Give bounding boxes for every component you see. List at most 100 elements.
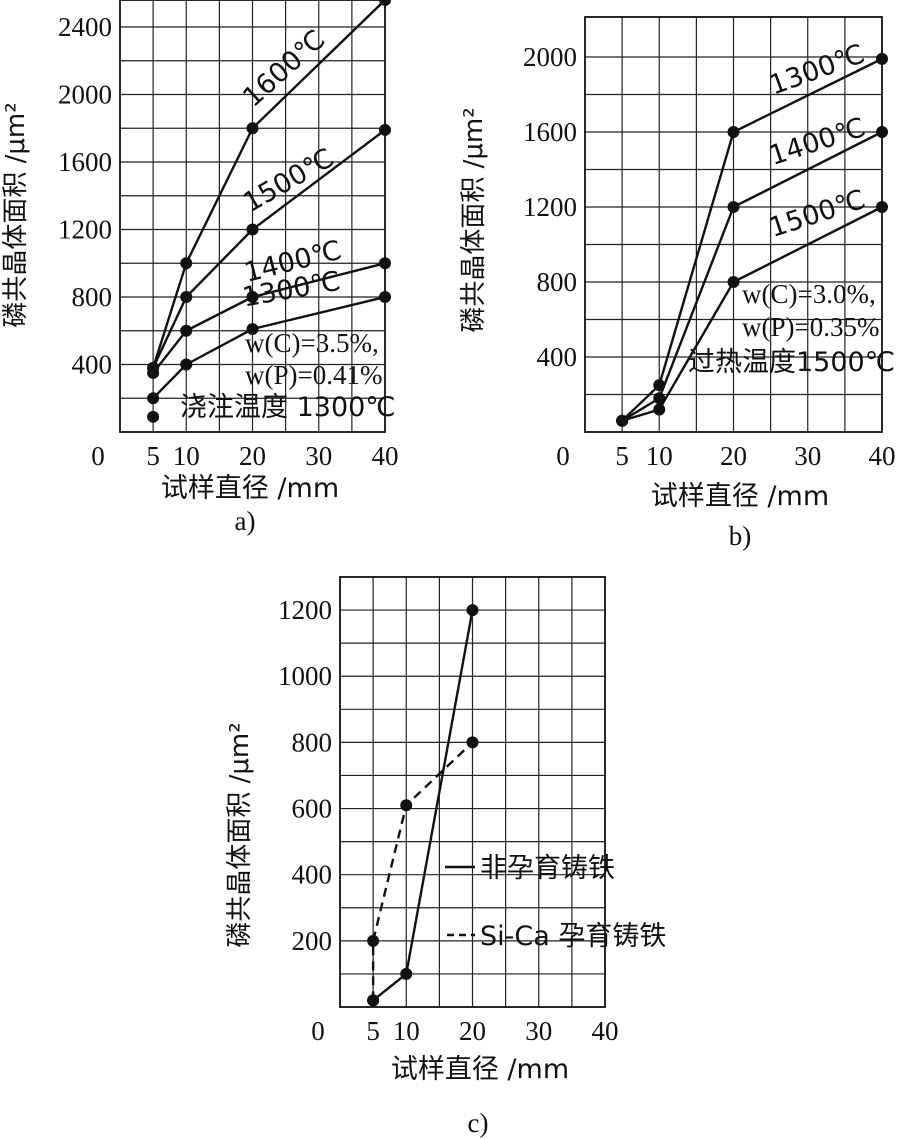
annotation-text: w(P)=0.41% [245, 360, 382, 390]
y-tick-label: 2000 [523, 42, 577, 72]
x-tick-label: 30 [305, 441, 332, 471]
x-tick-label: 20 [239, 441, 266, 471]
series-line [151, 0, 386, 369]
data-point [400, 799, 413, 812]
y-axis-label: 磷共晶体面积 /μm² [459, 107, 489, 332]
x-tick-label: 30 [525, 1016, 552, 1046]
series-label: 1600℃ [237, 24, 331, 113]
series-line [621, 130, 883, 422]
data-point [180, 291, 193, 303]
x-tick-label: 0 [556, 441, 570, 471]
annotation-text: w(C)=3.5%, [245, 328, 379, 358]
y-axis-label: 磷共晶体面积 /μm² [225, 722, 255, 947]
panel-label: b) [729, 521, 752, 551]
data-point [180, 324, 193, 337]
data-point [379, 0, 391, 6]
data-point [876, 126, 888, 138]
x-tick-label: 5 [615, 441, 629, 471]
x-tick-label: 20 [720, 441, 747, 471]
x-tick-label: 5 [366, 1016, 380, 1046]
data-point [379, 291, 391, 303]
data-point [180, 257, 193, 270]
y-tick-label: 1200 [523, 192, 577, 222]
series-line [152, 295, 386, 400]
annotation-text: w(P)=0.35% [742, 312, 879, 342]
series-line [371, 741, 474, 1001]
data-point [246, 122, 259, 135]
data-point [246, 291, 259, 303]
data-point [653, 392, 666, 405]
x-axis-label: 试样直径 /mm [391, 1054, 569, 1085]
y-tick-label: 1000 [278, 661, 332, 691]
series-line [621, 205, 883, 422]
data-point [367, 934, 380, 947]
x-tick-label: 20 [459, 1016, 486, 1046]
data-point [727, 126, 740, 138]
y-tick-label: 800 [72, 282, 113, 312]
chart-panel-c: 0 5 10 20 30 40 200 400 600 800 1000 1200 试样直径 /mm 磷共… [225, 576, 666, 1138]
y-tick-label: 1200 [278, 595, 332, 625]
panel-label: a) [235, 506, 256, 536]
data-point [379, 257, 391, 270]
x-tick-label: 5 [146, 441, 160, 471]
y-tick-label: 800 [537, 267, 578, 297]
plot-frame [339, 576, 606, 1008]
data-point [147, 392, 160, 405]
series-line [152, 128, 386, 369]
chart-panel-a: 0 5 10 20 30 40 400 800 1200 1600 2000 2400 试样直径 /mm… [1, 0, 399, 536]
data-point [180, 358, 193, 371]
plot-frame [584, 16, 883, 433]
data-point [246, 223, 259, 236]
panel-label: c) [468, 1108, 489, 1138]
y-tick-label: 400 [537, 342, 578, 372]
annotation-text: 过热温度1500℃ [688, 347, 895, 378]
x-axis-label: 试样直径 /mm [161, 473, 339, 504]
x-tick-label: 10 [646, 441, 673, 471]
data-point [246, 323, 259, 336]
x-tick-label: 10 [393, 1016, 420, 1046]
data-point [466, 736, 479, 749]
data-point [876, 52, 888, 65]
data-point [379, 123, 391, 136]
x-tick-label: 0 [311, 1016, 325, 1046]
x-axis-label: 试样直径 /mm [651, 481, 829, 512]
y-tick-label: 600 [292, 794, 333, 824]
y-tick-label: 1200 [58, 215, 112, 245]
x-tick-label: 40 [372, 441, 399, 471]
plot-frame [119, 0, 386, 433]
y-tick-label: 800 [292, 727, 333, 757]
data-point [147, 410, 160, 423]
data-point [616, 414, 629, 427]
annotation-text: w(C)=3.0%, [742, 279, 876, 309]
annotation-text: 浇注温度 1300℃ [180, 392, 396, 423]
data-point [367, 994, 380, 1007]
x-tick-label: 10 [173, 441, 200, 471]
data-point [727, 276, 740, 288]
y-tick-label: 1600 [58, 147, 112, 177]
series-label: 1400℃ [765, 112, 869, 172]
y-tick-label: 400 [72, 350, 113, 380]
legend-label: Si-Ca 孕育铸铁 [480, 921, 666, 952]
chart-panel-b: 0 5 10 20 30 40 400 800 1200 1600 2000 试样直径 /mm 磷共晶体… [459, 16, 896, 551]
y-tick-label: 2400 [58, 12, 112, 42]
x-tick-label: 0 [91, 441, 105, 471]
data-point [727, 201, 740, 213]
series-line [621, 57, 883, 422]
y-tick-label: 200 [292, 926, 333, 956]
series-line [152, 262, 386, 374]
x-tick-label: 40 [592, 1016, 619, 1046]
series-label: 1500℃ [238, 142, 339, 218]
data-point [147, 366, 160, 379]
data-point [400, 967, 413, 980]
data-point [653, 403, 666, 416]
data-point [876, 201, 888, 213]
legend-label: 非孕育铸铁 [480, 853, 615, 884]
x-tick-label: 30 [794, 441, 821, 471]
data-point [466, 604, 479, 617]
series-label: 1500℃ [765, 184, 869, 244]
y-axis-label: 磷共晶体面积 /μm² [1, 102, 31, 327]
y-tick-label: 400 [292, 860, 333, 890]
x-tick-label: 40 [869, 441, 896, 471]
series-line [372, 609, 474, 1002]
